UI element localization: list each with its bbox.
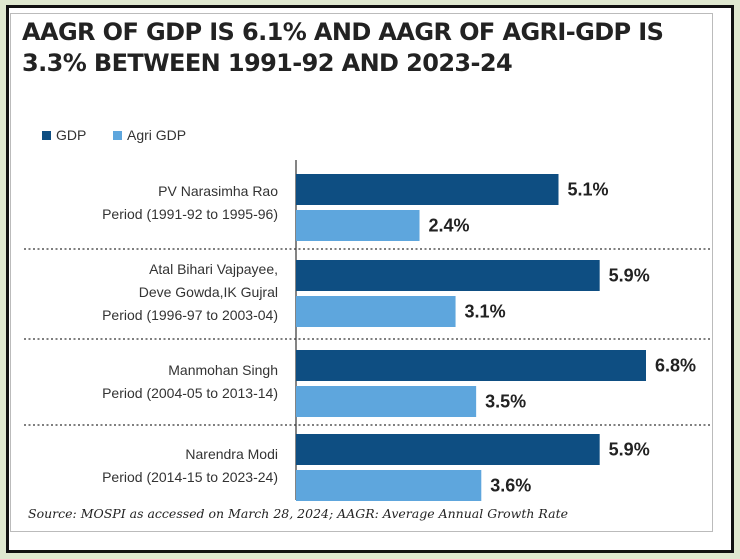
legend-swatch-agri-gdp: [113, 130, 122, 140]
legend-label-agri-gdp: Agri GDP: [127, 127, 187, 143]
category-label-rao: PV Narasimha Rao Period (1991-92 to 1995…: [20, 180, 278, 226]
legend-item-gdp: GDP: [42, 127, 86, 143]
bar-gdp: [296, 434, 600, 465]
category-line: Manmohan Singh: [168, 362, 278, 378]
bar-gdp: [296, 260, 600, 291]
category-label-vajpayee: Atal Bihari Vajpayee, Deve Gowda,IK Gujr…: [20, 258, 278, 327]
data-label-agri-gdp: 3.5%: [485, 392, 526, 412]
legend-swatch-gdp: [42, 130, 51, 140]
bar-gdp: [296, 350, 646, 381]
data-label-gdp: 5.9%: [609, 440, 650, 460]
source-note: Source: MOSPI as accessed on March 28, 2…: [28, 506, 568, 521]
category-line: Period (2004-05 to 2013-14): [102, 385, 278, 401]
bar-gdp: [296, 174, 559, 205]
category-line: Atal Bihari Vajpayee,: [149, 261, 278, 277]
category-line: Period (2014-15 to 2023-24): [102, 469, 278, 485]
bar-agri-gdp: [296, 386, 477, 417]
data-label-gdp: 5.9%: [609, 266, 650, 286]
category-line: Narendra Modi: [185, 446, 278, 462]
category-line: PV Narasimha Rao: [158, 183, 278, 199]
legend-label-gdp: GDP: [56, 127, 87, 143]
data-label-agri-gdp: 2.4%: [429, 216, 470, 236]
legend-item-agri-gdp: Agri GDP: [113, 127, 186, 143]
category-label-modi: Narendra Modi Period (2014-15 to 2023-24…: [20, 443, 278, 489]
chart-panel: [10, 13, 713, 532]
data-label-agri-gdp: 3.6%: [490, 476, 531, 496]
category-line: Period (1991-92 to 1995-96): [102, 206, 278, 222]
data-label-gdp: 6.8%: [655, 356, 696, 376]
data-label-agri-gdp: 3.1%: [465, 302, 506, 322]
data-label-gdp: 5.1%: [568, 180, 609, 200]
chart-title: AAGR OF GDP IS 6.1% AND AAGR OF AGRI-GDP…: [22, 18, 664, 77]
category-line: Deve Gowda,IK Gujral: [138, 284, 278, 300]
category-label-manmohan: Manmohan Singh Period (2004-05 to 2013-1…: [20, 359, 278, 405]
category-line: Period (1996-97 to 2003-04): [102, 307, 278, 323]
bar-agri-gdp: [296, 470, 482, 501]
bar-agri-gdp: [296, 296, 456, 327]
bar-agri-gdp: [296, 210, 420, 241]
